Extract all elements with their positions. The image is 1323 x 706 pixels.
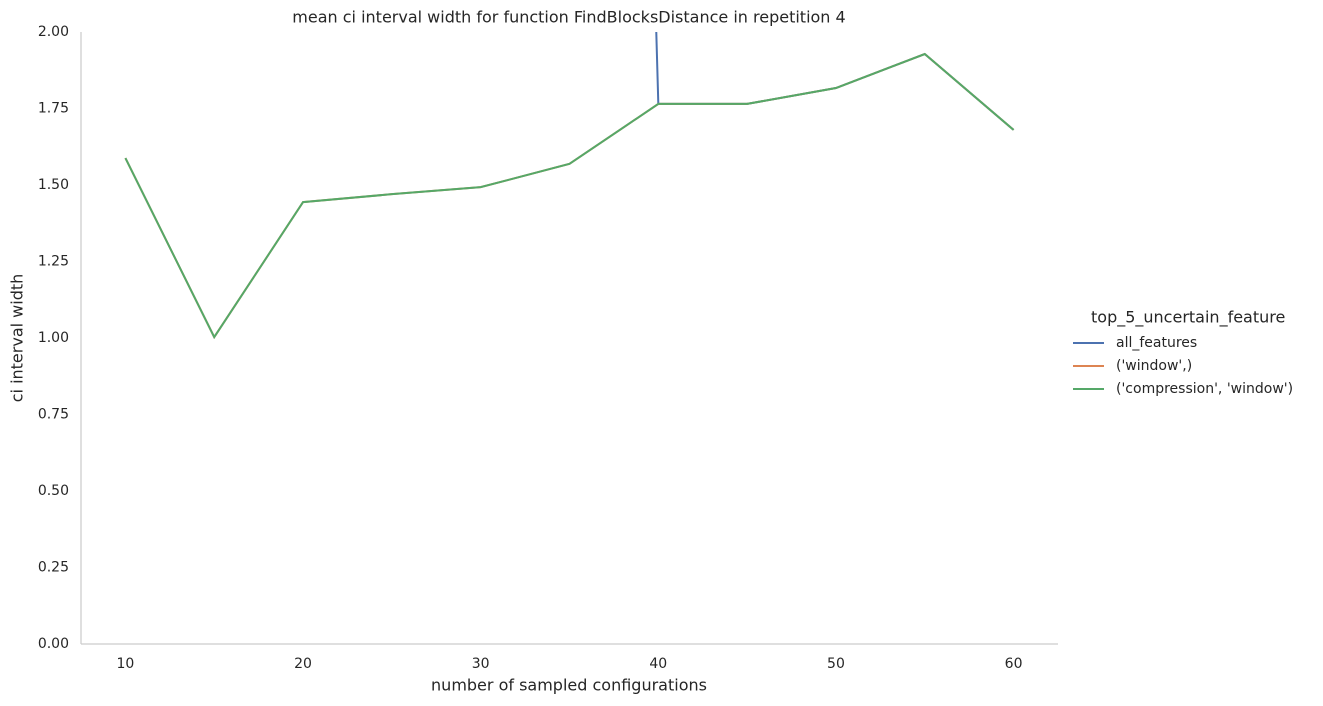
- y-tick-label: 0.50: [38, 483, 69, 499]
- series-line: [124, 52, 1015, 340]
- series-line: [124, 52, 1015, 340]
- y-tick-label: 1.75: [38, 101, 69, 117]
- y-tick-label: 1.25: [38, 254, 69, 270]
- legend-label: ('compression', 'window'): [1116, 381, 1293, 397]
- y-tick-label: 1.50: [38, 177, 69, 193]
- x-tick-label: 50: [827, 656, 845, 672]
- x-tick-label: 60: [1005, 656, 1023, 672]
- x-axis-label: number of sampled configurations: [431, 676, 707, 695]
- y-tick-label: 2.00: [38, 24, 69, 40]
- x-tick-label: 30: [472, 656, 490, 672]
- legend-label: ('window',): [1116, 358, 1192, 374]
- x-tick-label: 10: [116, 656, 134, 672]
- y-tick-label: 0.25: [38, 560, 69, 576]
- legend-label: all_features: [1116, 335, 1197, 351]
- chart-title: mean ci interval width for function Find…: [292, 8, 845, 27]
- x-tick-label: 40: [649, 656, 667, 672]
- y-axis-label: ci interval width: [8, 274, 27, 403]
- x-tick-label: 20: [294, 656, 312, 672]
- legend-title: top_5_uncertain_feature: [1091, 308, 1285, 328]
- y-tick-label: 0.75: [38, 407, 69, 423]
- y-tick-label: 0.00: [38, 636, 69, 652]
- y-tick-label: 1.00: [38, 330, 69, 346]
